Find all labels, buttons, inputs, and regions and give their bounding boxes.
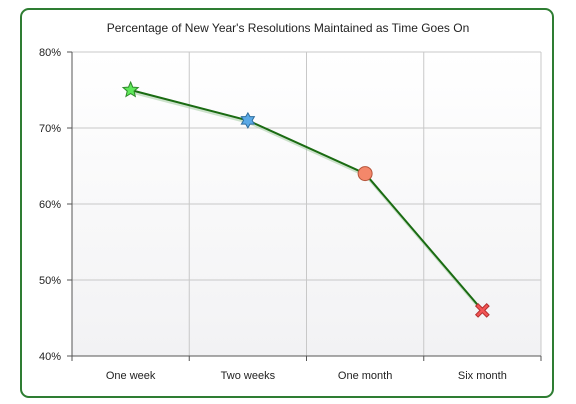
series-line	[130, 89, 484, 312]
data-point-marker	[240, 111, 256, 129]
data-point-marker	[121, 80, 140, 98]
series	[130, 89, 485, 314]
x-tick-label: Six month	[458, 370, 507, 382]
y-tick-label: 70%	[39, 123, 61, 135]
data-point-marker	[474, 302, 490, 318]
data-point-marker	[357, 166, 373, 182]
x-tick-label: One month	[338, 370, 392, 382]
x-tick-label: Two weeks	[221, 370, 276, 382]
y-axis-ticks: 40% 50% 60% 70% 80%	[39, 47, 61, 363]
markers	[121, 80, 490, 318]
grid	[72, 51, 542, 356]
y-tick-label: 50%	[39, 275, 61, 287]
y-tick-label: 60%	[39, 199, 61, 211]
x-tick-label: One week	[106, 370, 156, 382]
axes	[67, 51, 542, 361]
chart-title: Percentage of New Year's Resolutions Mai…	[106, 21, 470, 35]
x-axis-ticks: One week Two weeks One month Six month	[106, 370, 507, 382]
y-tick-label: 80%	[39, 47, 61, 59]
y-tick-label: 40%	[39, 351, 61, 363]
